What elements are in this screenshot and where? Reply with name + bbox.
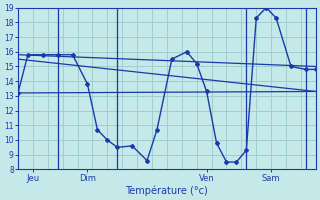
X-axis label: Température (°c): Température (°c) bbox=[125, 185, 208, 196]
